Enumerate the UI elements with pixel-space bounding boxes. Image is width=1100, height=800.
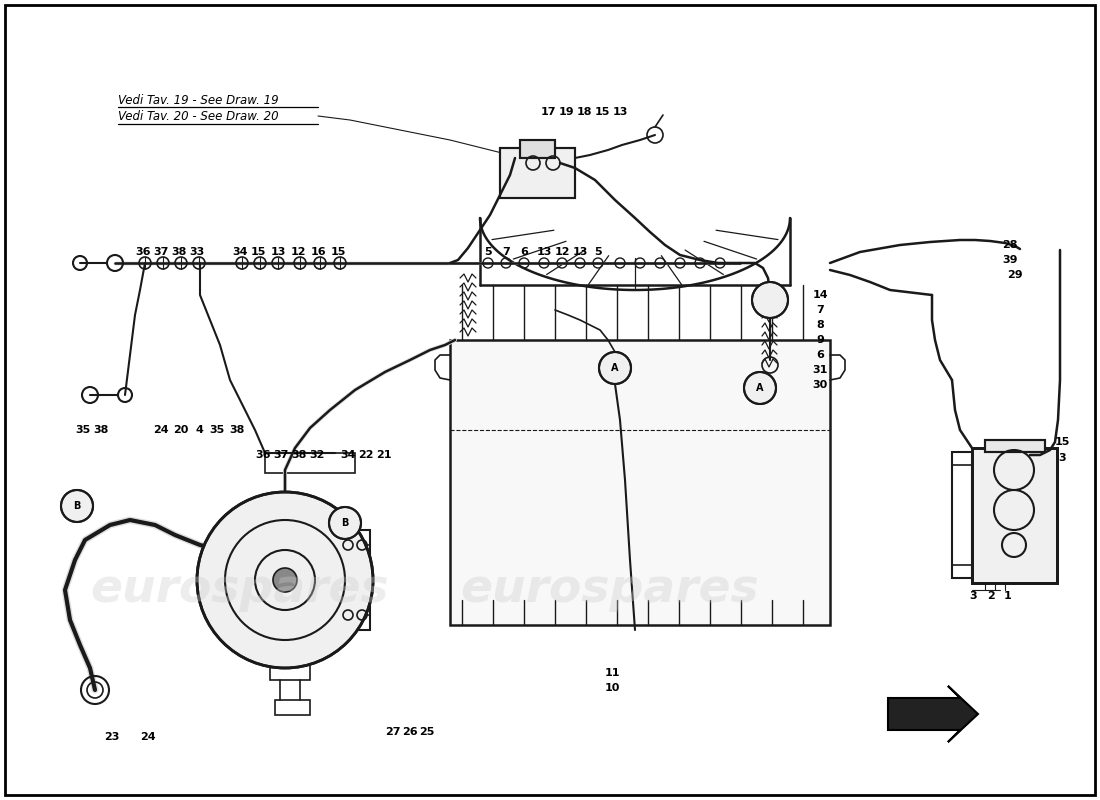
Bar: [265, 453, 355, 473]
Text: Vedi Tav. 20 - See Draw. 20: Vedi Tav. 20 - See Draw. 20: [118, 110, 278, 123]
Bar: [450, 340, 830, 625]
Circle shape: [600, 352, 631, 384]
Bar: [972, 448, 1057, 583]
Text: B: B: [74, 501, 80, 511]
Circle shape: [752, 282, 788, 318]
Text: 36: 36: [255, 450, 271, 460]
Text: 28: 28: [1002, 240, 1018, 250]
Text: 15: 15: [594, 107, 609, 117]
Text: 34: 34: [232, 247, 248, 257]
Bar: [340, 530, 370, 630]
Text: 3: 3: [1058, 453, 1066, 463]
Text: B: B: [341, 518, 349, 528]
Text: 15: 15: [330, 247, 345, 257]
Text: 3: 3: [969, 591, 977, 601]
Text: eurospares: eurospares: [461, 567, 759, 613]
Bar: [984, 440, 1045, 452]
Text: 4: 4: [195, 425, 202, 435]
Text: 9: 9: [816, 335, 824, 345]
Text: 2: 2: [987, 591, 994, 601]
Bar: [972, 448, 1057, 583]
Text: 13: 13: [271, 247, 286, 257]
Text: 34: 34: [340, 450, 355, 460]
Bar: [500, 148, 575, 198]
Text: 26: 26: [403, 727, 418, 737]
Text: 13: 13: [537, 247, 552, 257]
Bar: [520, 140, 556, 158]
Text: 19: 19: [558, 107, 574, 117]
Bar: [520, 140, 556, 158]
Text: 7: 7: [502, 247, 510, 257]
Text: 24: 24: [140, 732, 156, 742]
Bar: [500, 148, 575, 198]
Text: 32: 32: [309, 450, 324, 460]
Text: 14: 14: [812, 290, 828, 300]
Polygon shape: [888, 686, 978, 742]
Text: 25: 25: [419, 727, 435, 737]
Circle shape: [744, 372, 775, 404]
Text: 38: 38: [229, 425, 244, 435]
Text: 11: 11: [604, 668, 619, 678]
Text: 1: 1: [1004, 591, 1012, 601]
Text: 31: 31: [812, 365, 827, 375]
Circle shape: [197, 492, 373, 668]
Text: 37: 37: [153, 247, 168, 257]
Text: A: A: [757, 383, 763, 393]
Text: 6: 6: [520, 247, 528, 257]
Text: 16: 16: [310, 247, 326, 257]
Text: 20: 20: [174, 425, 189, 435]
Text: 22: 22: [359, 450, 374, 460]
Text: 24: 24: [153, 425, 168, 435]
Text: 12: 12: [554, 247, 570, 257]
Circle shape: [60, 490, 94, 522]
Text: 33: 33: [189, 247, 205, 257]
Text: 37: 37: [273, 450, 288, 460]
Circle shape: [329, 507, 361, 539]
Text: 29: 29: [1008, 270, 1023, 280]
Text: 13: 13: [613, 107, 628, 117]
Text: eurospares: eurospares: [90, 567, 389, 613]
Text: 23: 23: [104, 732, 120, 742]
Text: 13: 13: [572, 247, 587, 257]
Bar: [270, 655, 310, 680]
Text: 36: 36: [135, 247, 151, 257]
Text: A: A: [612, 363, 618, 373]
Text: 8: 8: [816, 320, 824, 330]
Text: 21: 21: [376, 450, 392, 460]
Text: 30: 30: [813, 380, 827, 390]
Text: 38: 38: [172, 247, 187, 257]
Text: 15: 15: [251, 247, 266, 257]
Text: Vedi Tav. 19 - See Draw. 19: Vedi Tav. 19 - See Draw. 19: [118, 94, 278, 106]
Bar: [984, 440, 1045, 452]
Text: 17: 17: [540, 107, 556, 117]
Text: 15: 15: [1054, 437, 1069, 447]
Text: 38: 38: [292, 450, 307, 460]
Text: 27: 27: [385, 727, 400, 737]
Bar: [275, 700, 310, 715]
Circle shape: [273, 568, 297, 592]
Text: 7: 7: [816, 305, 824, 315]
Text: 5: 5: [484, 247, 492, 257]
Text: 38: 38: [94, 425, 109, 435]
Text: 35: 35: [209, 425, 224, 435]
Text: 18: 18: [576, 107, 592, 117]
Text: 6: 6: [816, 350, 824, 360]
Text: 5: 5: [594, 247, 602, 257]
Text: 10: 10: [604, 683, 619, 693]
Text: 12: 12: [290, 247, 306, 257]
Bar: [952, 452, 972, 578]
Text: 35: 35: [76, 425, 90, 435]
Text: 39: 39: [1002, 255, 1018, 265]
